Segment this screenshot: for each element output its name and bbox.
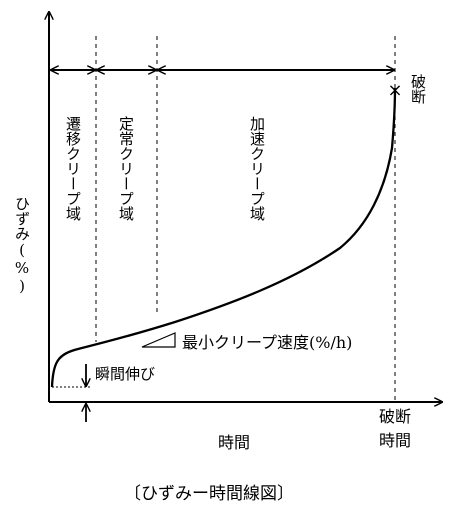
min-rate-triangle bbox=[141, 332, 176, 348]
y-axis-label: ひずみ(%) bbox=[13, 196, 31, 295]
creep-curve bbox=[50, 87, 397, 388]
min-rate-label: 最小クリープ速度(%/h) bbox=[182, 333, 352, 352]
rupture-mark: × bbox=[387, 80, 402, 101]
region-1-label: 遷移クリープ域 bbox=[64, 116, 82, 221]
rupture-time-label-2: 時間 bbox=[379, 431, 411, 450]
rupture-time-label-1: 破断 bbox=[379, 407, 411, 426]
diagram-caption: 〔ひずみー時間線図〕 bbox=[124, 484, 294, 504]
rupture-label: 破断 bbox=[409, 74, 427, 104]
region-2-label: 定常クリープ域 bbox=[117, 116, 135, 221]
region-3-label: 加速クリープ域 bbox=[248, 116, 266, 221]
instant-label: 瞬間伸び bbox=[95, 365, 155, 383]
x-axis-label: 時間 bbox=[218, 433, 250, 452]
